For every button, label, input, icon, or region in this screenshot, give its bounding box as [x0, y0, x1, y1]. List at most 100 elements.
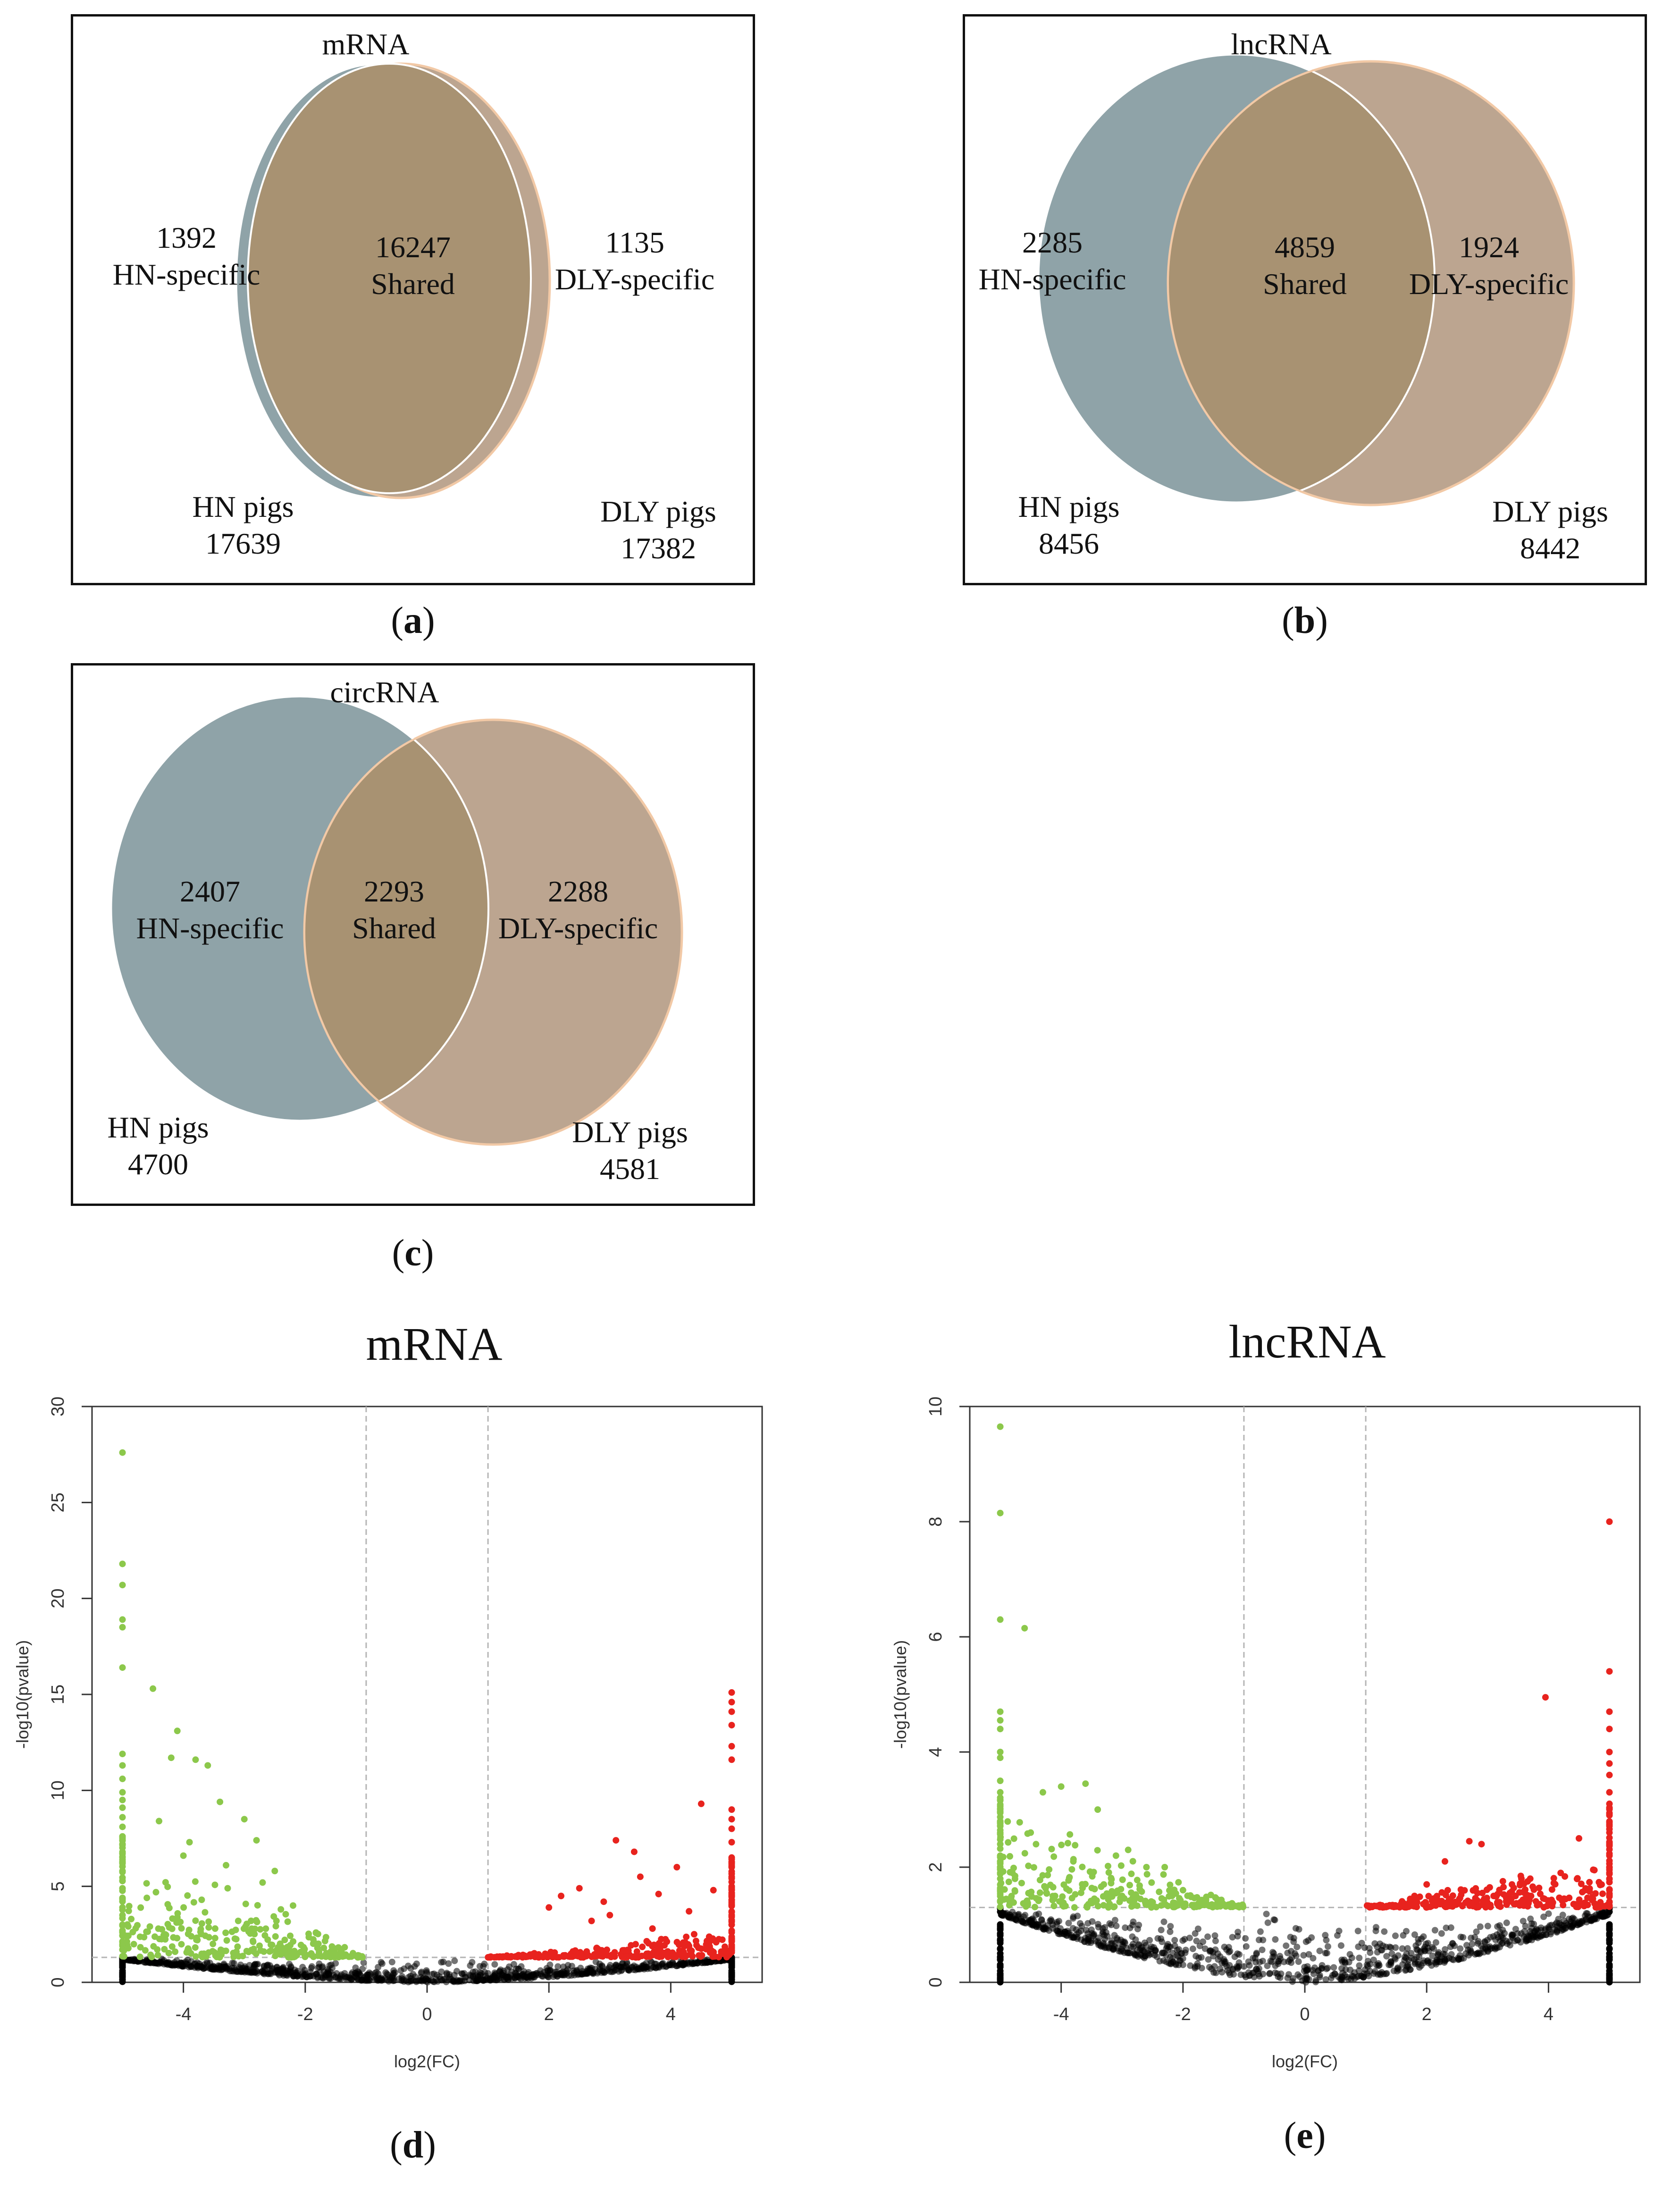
volcano-d-up-point — [649, 1925, 656, 1932]
volcano-e-up-point — [1478, 1901, 1486, 1908]
volcano-d-down-point — [242, 1900, 249, 1907]
volcano-d-down-point — [143, 1928, 150, 1935]
volcano-d-down-point — [156, 1818, 162, 1825]
volcano-d-down-point — [310, 1953, 317, 1960]
volcano-e-up-point — [1511, 1901, 1518, 1908]
volcano-e-up-edge-point — [1606, 1822, 1613, 1829]
volcano-e-ns-point — [1160, 1918, 1168, 1925]
volcano-e-down-point — [1156, 1888, 1163, 1895]
venn-a-shared: 16247 Shared — [342, 229, 484, 303]
volcano-e-down-point — [1100, 1893, 1107, 1900]
volcano-e-down-point — [1056, 1898, 1063, 1905]
venn-diagram-c — [109, 695, 683, 1146]
volcano-d-ns-point — [132, 1957, 139, 1964]
volcano-e-up-edge-point — [1606, 1760, 1613, 1767]
volcano-e-up-point — [1519, 1896, 1526, 1904]
volcano-d-down-edge-point — [119, 1449, 126, 1456]
volcano-e-down-point — [1046, 1866, 1053, 1873]
volcano-d-down-point — [253, 1837, 260, 1844]
volcano-e-ns-point — [1095, 1940, 1102, 1947]
volcano-e-ns-point — [1462, 1950, 1470, 1957]
venn-a-dly-specific: 1135 DLY-specific — [545, 224, 724, 298]
volcano-e-ns-point — [1338, 1973, 1345, 1980]
volcano-d-down-point — [211, 1935, 218, 1942]
volcano-d-ns-point — [596, 1963, 604, 1970]
volcano-e-ns-point — [1294, 1944, 1301, 1951]
volcano-e-ns-point — [1436, 1958, 1443, 1965]
volcano-e-down-point — [1011, 1887, 1018, 1894]
volcano-e-ns-point — [1469, 1940, 1476, 1947]
venn-a-title: mRNA — [322, 27, 410, 61]
volcano-e-down-point — [1119, 1876, 1126, 1883]
volcano-e-up-point — [1599, 1890, 1606, 1897]
volcano-d-x-axis-label: log2(FC) — [394, 2052, 460, 2071]
volcano-e-up-point — [1484, 1899, 1491, 1906]
volcano-d-x-tick-label: 0 — [422, 2005, 432, 2024]
volcano-e-up-point — [1574, 1875, 1581, 1882]
volcano-d-down-point — [183, 1949, 190, 1956]
volcano-d-ns-point — [634, 1965, 641, 1972]
volcano-e-x-axis: -4 -2 0 2 4 — [1053, 1982, 1554, 2024]
volcano-d-ns-point — [237, 1961, 244, 1968]
volcano-e-down-edge-point — [997, 1887, 1004, 1894]
volcano-e-ns-point — [1070, 1915, 1077, 1922]
volcano-e-down-point — [1091, 1886, 1098, 1893]
volcano-e-ns-point — [1606, 1963, 1613, 1970]
volcano-e-ns-point — [1192, 1930, 1199, 1937]
volcano-d-ns-point — [360, 1959, 367, 1966]
volcano-e-ns-point — [1179, 1961, 1186, 1968]
volcano-d-ns-point — [534, 1970, 541, 1977]
volcano-e-down-point — [1036, 1877, 1043, 1884]
venn-c-hn-specific-label: HN-specific — [136, 911, 284, 945]
volcano-e-down-point — [1126, 1882, 1133, 1889]
volcano-e-ns-point — [1159, 1950, 1166, 1957]
volcano-e-ns-point — [1166, 1943, 1173, 1950]
volcano-e-ns-point — [1158, 1927, 1165, 1934]
volcano-e-up-point — [1444, 1899, 1451, 1906]
volcano-e-up-point — [1542, 1694, 1549, 1701]
volcano-e-ns-point — [1606, 1923, 1613, 1930]
panel-label-d: (d) — [390, 2124, 436, 2166]
volcano-e-ns-point — [1336, 1928, 1343, 1935]
volcano-d-ns-point — [606, 1968, 613, 1975]
volcano-d-ns-point — [246, 1962, 253, 1969]
volcano-d-up-point — [597, 1953, 605, 1960]
volcano-e-down-point — [1118, 1893, 1126, 1899]
volcano-d-down-point — [211, 1925, 218, 1932]
volcano-e-ns-point — [1076, 1920, 1084, 1927]
volcano-e-down-point — [1193, 1903, 1200, 1910]
volcano-d-up-point — [658, 1936, 665, 1943]
venn-c-dly-specific-count: 2288 — [548, 875, 608, 908]
volcano-d-up-edge-point — [728, 1689, 735, 1696]
volcano-e-up-point — [1405, 1903, 1412, 1910]
volcano-d-up-point — [687, 1946, 694, 1954]
volcano-d-ns-point — [438, 1977, 445, 1984]
volcano-e-down-edge-point — [997, 1749, 1004, 1755]
volcano-d-down-point — [197, 1926, 204, 1933]
volcano-d-up-point — [673, 1864, 680, 1870]
volcano-e-up-point — [1597, 1899, 1604, 1906]
volcano-e-ns-point — [1512, 1937, 1519, 1945]
volcano-d-up-point — [619, 1947, 626, 1954]
volcano-e-up-point — [1557, 1870, 1564, 1877]
panel-label-e-letter: e — [1296, 2115, 1313, 2156]
volcano-d-ns-point — [287, 1963, 294, 1970]
volcano-e-down-point — [1050, 1903, 1058, 1910]
volcano-e-ns-point — [1212, 1937, 1219, 1945]
volcano-e-ns-point — [1394, 1964, 1401, 1971]
venn-c-dly-total: DLY pigs 4581 — [545, 1114, 715, 1188]
volcano-e-up-point — [1536, 1884, 1543, 1891]
volcano-e-down-point — [1079, 1885, 1086, 1892]
volcano-d-down-point — [311, 1938, 318, 1946]
volcano-e-down-point — [1112, 1889, 1119, 1896]
volcano-d-up-point — [719, 1950, 726, 1957]
volcano-e-down-edge-point — [997, 1858, 1004, 1865]
volcano-e-down-edge-point — [997, 1717, 1004, 1724]
volcano-e-ns-point — [1351, 1975, 1358, 1982]
volcano-e-down-edge-point — [997, 1754, 1004, 1761]
volcano-d-down-edge-point — [119, 1751, 126, 1758]
venn-b-title: lncRNA — [1231, 27, 1332, 61]
volcano-e-up-point — [1512, 1893, 1519, 1900]
volcano-e-up-points — [1363, 1518, 1613, 1911]
volcano-d-up-edge-point — [728, 1743, 735, 1750]
